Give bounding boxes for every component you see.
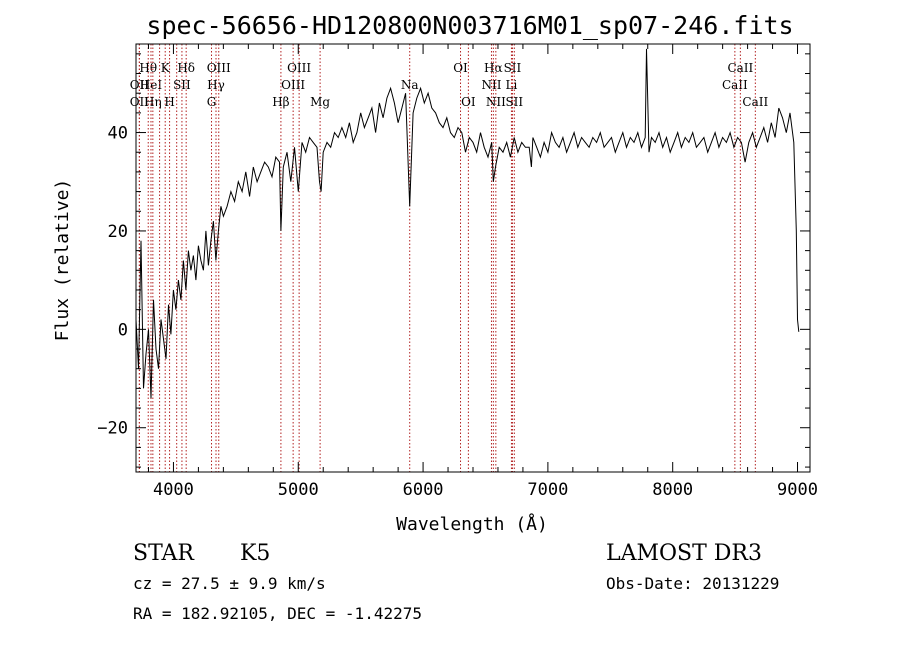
marker-label: SII <box>173 78 191 92</box>
marker-label: CaII <box>727 61 753 75</box>
marker-label: Hα <box>484 61 503 75</box>
marker-label: OIII <box>207 61 231 75</box>
marker-label: K <box>161 61 171 75</box>
x-tick-label: 6000 <box>403 480 444 500</box>
marker-label: OI <box>453 61 468 75</box>
x-tick-label: 8000 <box>652 480 693 500</box>
series-group <box>135 48 800 399</box>
marker-label: Mg <box>310 95 330 109</box>
marker-label: Hη <box>144 95 162 109</box>
marker-label: Na <box>401 78 419 92</box>
chart-title: spec-56656-HD120800N003716M01_sp07-246.f… <box>146 11 793 40</box>
marker-label: OII <box>130 95 150 109</box>
coordinates: RA = 182.92105, DEC = -1.42275 <box>133 604 422 623</box>
y-tick-label: −20 <box>97 419 128 439</box>
marker-label: OII <box>130 78 150 92</box>
marker-label: OIII <box>281 78 305 92</box>
marker-label: OIII <box>287 61 311 75</box>
marker-label: Li <box>506 78 518 92</box>
y-tick-label: 40 <box>108 124 128 144</box>
marker-label: CaII <box>722 78 748 92</box>
marker-label: Hβ <box>272 95 289 109</box>
marker-label: SII <box>504 61 522 75</box>
marker-label: NII <box>486 95 506 109</box>
marker-label: NII <box>481 78 501 92</box>
marker-label: HeI <box>140 78 163 92</box>
marker-label: Hθ <box>139 61 157 75</box>
marker-label: OI <box>461 95 476 109</box>
y-tick-label: 20 <box>108 222 128 242</box>
object-class: STAR <box>133 541 195 566</box>
y-axis-label: Flux (relative) <box>52 179 73 342</box>
survey-name: LAMOST DR3 <box>606 541 762 566</box>
x-tick-label: 7000 <box>527 480 568 500</box>
spectrum-line <box>135 48 800 399</box>
marker-label: H <box>164 95 174 109</box>
marker-label: Hγ <box>207 78 225 92</box>
x-tick-label: 4000 <box>153 480 194 500</box>
axis-ticks: 4000 5000 6000 7000 8000 9000 −20 0 20 40 <box>97 44 818 500</box>
line-markers: OII OII Hθ HeI Hη K H SII Hδ G Hγ OIII Hβ OIII OIII Mg N… <box>130 44 768 472</box>
marker-label: G <box>207 95 217 109</box>
redshift-readout: cz = 27.5 ± 9.9 km/s <box>133 574 326 593</box>
x-tick-label: 5000 <box>278 480 319 500</box>
marker-label: CaII <box>742 95 768 109</box>
marker-label: Hδ <box>177 61 195 75</box>
object-subclass: K5 <box>240 541 270 566</box>
y-tick-label: 0 <box>118 320 128 340</box>
x-axis-label: Wavelength (Å) <box>396 513 548 535</box>
marker-label: SII <box>505 95 523 109</box>
obs-date: Obs-Date: 20131229 <box>606 574 779 593</box>
x-tick-label: 9000 <box>777 480 818 500</box>
